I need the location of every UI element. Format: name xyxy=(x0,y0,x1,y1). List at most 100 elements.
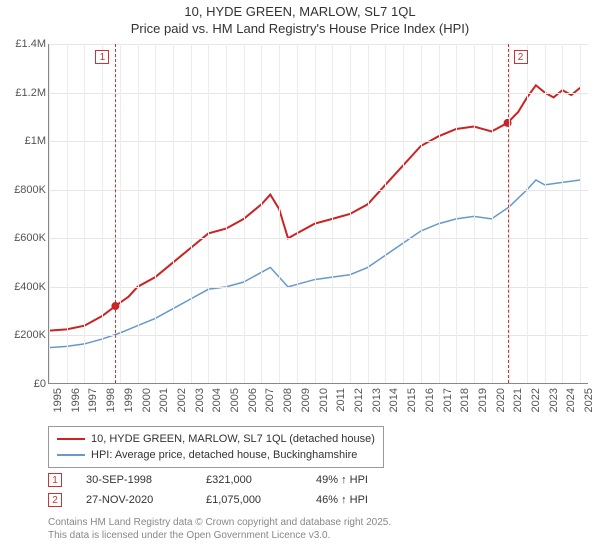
xtick-label: 2009 xyxy=(300,388,312,412)
xtick-label: 1996 xyxy=(70,388,82,412)
gridline-v xyxy=(562,44,563,383)
gridline-v xyxy=(297,44,298,383)
ytick-label: £0 xyxy=(2,378,46,390)
xtick-label: 2022 xyxy=(530,388,542,412)
gridline-v xyxy=(173,44,174,383)
gridline-v xyxy=(456,44,457,383)
gridline-v xyxy=(226,44,227,383)
gridline-v xyxy=(261,44,262,383)
gridline-v xyxy=(385,44,386,383)
xtick-label: 2002 xyxy=(176,388,188,412)
gridline-v xyxy=(279,44,280,383)
xtick-label: 2003 xyxy=(194,388,206,412)
event-marker-box: 1 xyxy=(48,473,62,487)
gridline-v xyxy=(545,44,546,383)
xtick-label: 1995 xyxy=(52,388,64,412)
events-table: 1 30-SEP-1998 £321,000 49% ↑ HPI 2 27-NO… xyxy=(48,470,416,510)
event-marker-box: 2 xyxy=(514,50,528,64)
gridline-v xyxy=(474,44,475,383)
gridline-v xyxy=(527,44,528,383)
event-price: £1,075,000 xyxy=(206,494,316,506)
title-sub: Price paid vs. HM Land Registry's House … xyxy=(0,21,600,36)
ytick-label: £1M xyxy=(2,135,46,147)
event-vline xyxy=(508,44,509,383)
titles: 10, HYDE GREEN, MARLOW, SL7 1QL Price pa… xyxy=(0,0,600,36)
xtick-label: 2024 xyxy=(565,388,577,412)
gridline-v xyxy=(138,44,139,383)
event-row: 2 27-NOV-2020 £1,075,000 46% ↑ HPI xyxy=(48,490,416,510)
xtick-label: 2017 xyxy=(442,388,454,412)
chart-plot-area: 12 xyxy=(48,44,588,384)
gridline-v xyxy=(49,44,50,383)
xtick-label: 1997 xyxy=(87,388,99,412)
gridline-v xyxy=(509,44,510,383)
gridline-v xyxy=(191,44,192,383)
xtick-label: 1999 xyxy=(123,388,135,412)
xtick-label: 2004 xyxy=(211,388,223,412)
xtick-label: 2013 xyxy=(371,388,383,412)
event-price: £321,000 xyxy=(206,474,316,486)
event-marker-box: 2 xyxy=(48,493,62,507)
xtick-label: 2001 xyxy=(158,388,170,412)
gridline-v xyxy=(315,44,316,383)
xtick-label: 2011 xyxy=(335,388,347,412)
footer-line: Contains HM Land Registry data © Crown c… xyxy=(48,516,391,529)
gridline-v xyxy=(439,44,440,383)
ytick-label: £1.4M xyxy=(2,38,46,50)
gridline-v xyxy=(244,44,245,383)
legend-swatch xyxy=(57,438,85,440)
xtick-label: 2025 xyxy=(583,388,595,412)
xtick-label: 2014 xyxy=(388,388,400,412)
title-main: 10, HYDE GREEN, MARLOW, SL7 1QL xyxy=(0,4,600,19)
ytick-label: £400K xyxy=(2,281,46,293)
xtick-label: 2010 xyxy=(318,388,330,412)
gridline-v xyxy=(84,44,85,383)
xtick-label: 1998 xyxy=(105,388,117,412)
xtick-label: 2007 xyxy=(264,388,276,412)
gridline-v xyxy=(120,44,121,383)
event-date: 27-NOV-2020 xyxy=(86,494,206,506)
gridline-v xyxy=(155,44,156,383)
legend-label: 10, HYDE GREEN, MARLOW, SL7 1QL (detache… xyxy=(91,433,375,445)
xtick-label: 2005 xyxy=(229,388,241,412)
ytick-label: £800K xyxy=(2,184,46,196)
xtick-label: 2012 xyxy=(353,388,365,412)
legend-label: HPI: Average price, detached house, Buck… xyxy=(91,449,357,461)
event-marker-box: 1 xyxy=(95,50,109,64)
footer-note: Contains HM Land Registry data © Crown c… xyxy=(48,516,391,542)
ytick-label: £1.2M xyxy=(2,87,46,99)
event-pct: 49% ↑ HPI xyxy=(316,474,416,486)
legend-swatch xyxy=(57,454,85,456)
gridline-v xyxy=(492,44,493,383)
gridline-v xyxy=(403,44,404,383)
gridline-v xyxy=(208,44,209,383)
xtick-label: 2018 xyxy=(459,388,471,412)
gridline-v xyxy=(350,44,351,383)
xtick-label: 2015 xyxy=(406,388,418,412)
chart-container: 10, HYDE GREEN, MARLOW, SL7 1QL Price pa… xyxy=(0,0,600,560)
event-vline xyxy=(115,44,116,383)
xtick-label: 2008 xyxy=(282,388,294,412)
gridline-v xyxy=(421,44,422,383)
ytick-label: £600K xyxy=(2,232,46,244)
legend: 10, HYDE GREEN, MARLOW, SL7 1QL (detache… xyxy=(48,426,384,468)
gridline-v xyxy=(368,44,369,383)
xtick-label: 2019 xyxy=(477,388,489,412)
xtick-label: 2023 xyxy=(548,388,560,412)
gridline-v xyxy=(580,44,581,383)
footer-line: This data is licensed under the Open Gov… xyxy=(48,529,391,542)
xtick-label: 2000 xyxy=(141,388,153,412)
event-date: 30-SEP-1998 xyxy=(86,474,206,486)
xtick-label: 2020 xyxy=(495,388,507,412)
legend-item-hpi: HPI: Average price, detached house, Buck… xyxy=(57,447,375,463)
xtick-label: 2021 xyxy=(512,388,524,412)
event-pct: 46% ↑ HPI xyxy=(316,494,416,506)
xtick-label: 2016 xyxy=(424,388,436,412)
event-row: 1 30-SEP-1998 £321,000 49% ↑ HPI xyxy=(48,470,416,490)
ytick-label: £200K xyxy=(2,329,46,341)
gridline-v xyxy=(67,44,68,383)
legend-item-price-paid: 10, HYDE GREEN, MARLOW, SL7 1QL (detache… xyxy=(57,431,375,447)
gridline-v xyxy=(332,44,333,383)
gridline-v xyxy=(102,44,103,383)
xtick-label: 2006 xyxy=(247,388,259,412)
